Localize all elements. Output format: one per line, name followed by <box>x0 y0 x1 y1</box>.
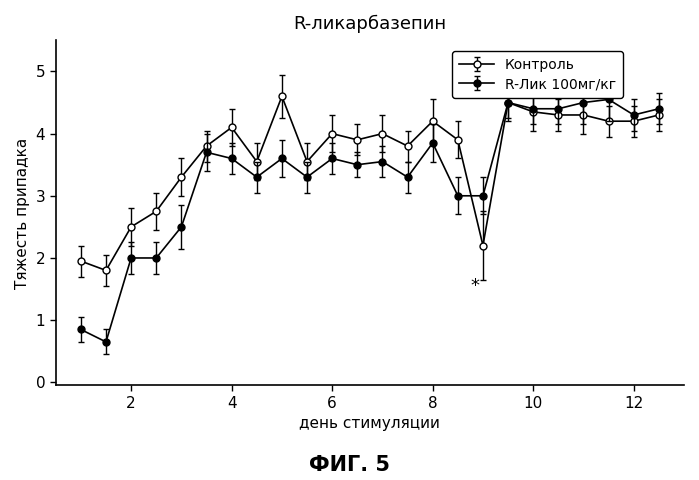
Y-axis label: Тяжесть припадка: Тяжесть припадка <box>15 137 30 288</box>
Title: R-ликарбазепин: R-ликарбазепин <box>294 15 447 33</box>
Text: *: * <box>471 277 480 295</box>
Legend: Контроль, R-Лик 100мг/кг: Контроль, R-Лик 100мг/кг <box>452 51 623 98</box>
Text: ФИГ. 5: ФИГ. 5 <box>309 455 390 475</box>
X-axis label: день стимуляции: день стимуляции <box>299 417 440 432</box>
